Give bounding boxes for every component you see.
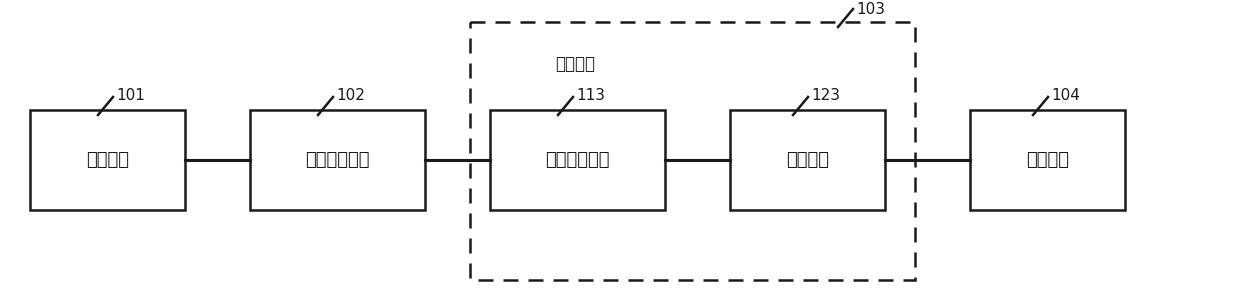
Text: 102: 102 (336, 88, 365, 103)
Text: 103: 103 (856, 2, 885, 17)
Text: 101: 101 (117, 88, 145, 103)
Bar (30, 110, 185, 210)
Text: 123: 123 (811, 88, 839, 103)
Text: 过流保护模块: 过流保护模块 (305, 151, 370, 169)
Text: 电源接口: 电源接口 (86, 151, 129, 169)
Text: 113: 113 (577, 88, 605, 103)
Text: 电流检测模块: 电流检测模块 (546, 151, 610, 169)
Text: 供电电路: 供电电路 (556, 55, 595, 73)
Bar (470, 22, 915, 280)
Text: 负载接口: 负载接口 (1025, 151, 1069, 169)
Bar (970, 110, 1125, 210)
Bar (490, 110, 665, 210)
Text: 负载开关: 负载开关 (786, 151, 830, 169)
Bar (730, 110, 885, 210)
Bar (250, 110, 425, 210)
Text: 104: 104 (1052, 88, 1080, 103)
